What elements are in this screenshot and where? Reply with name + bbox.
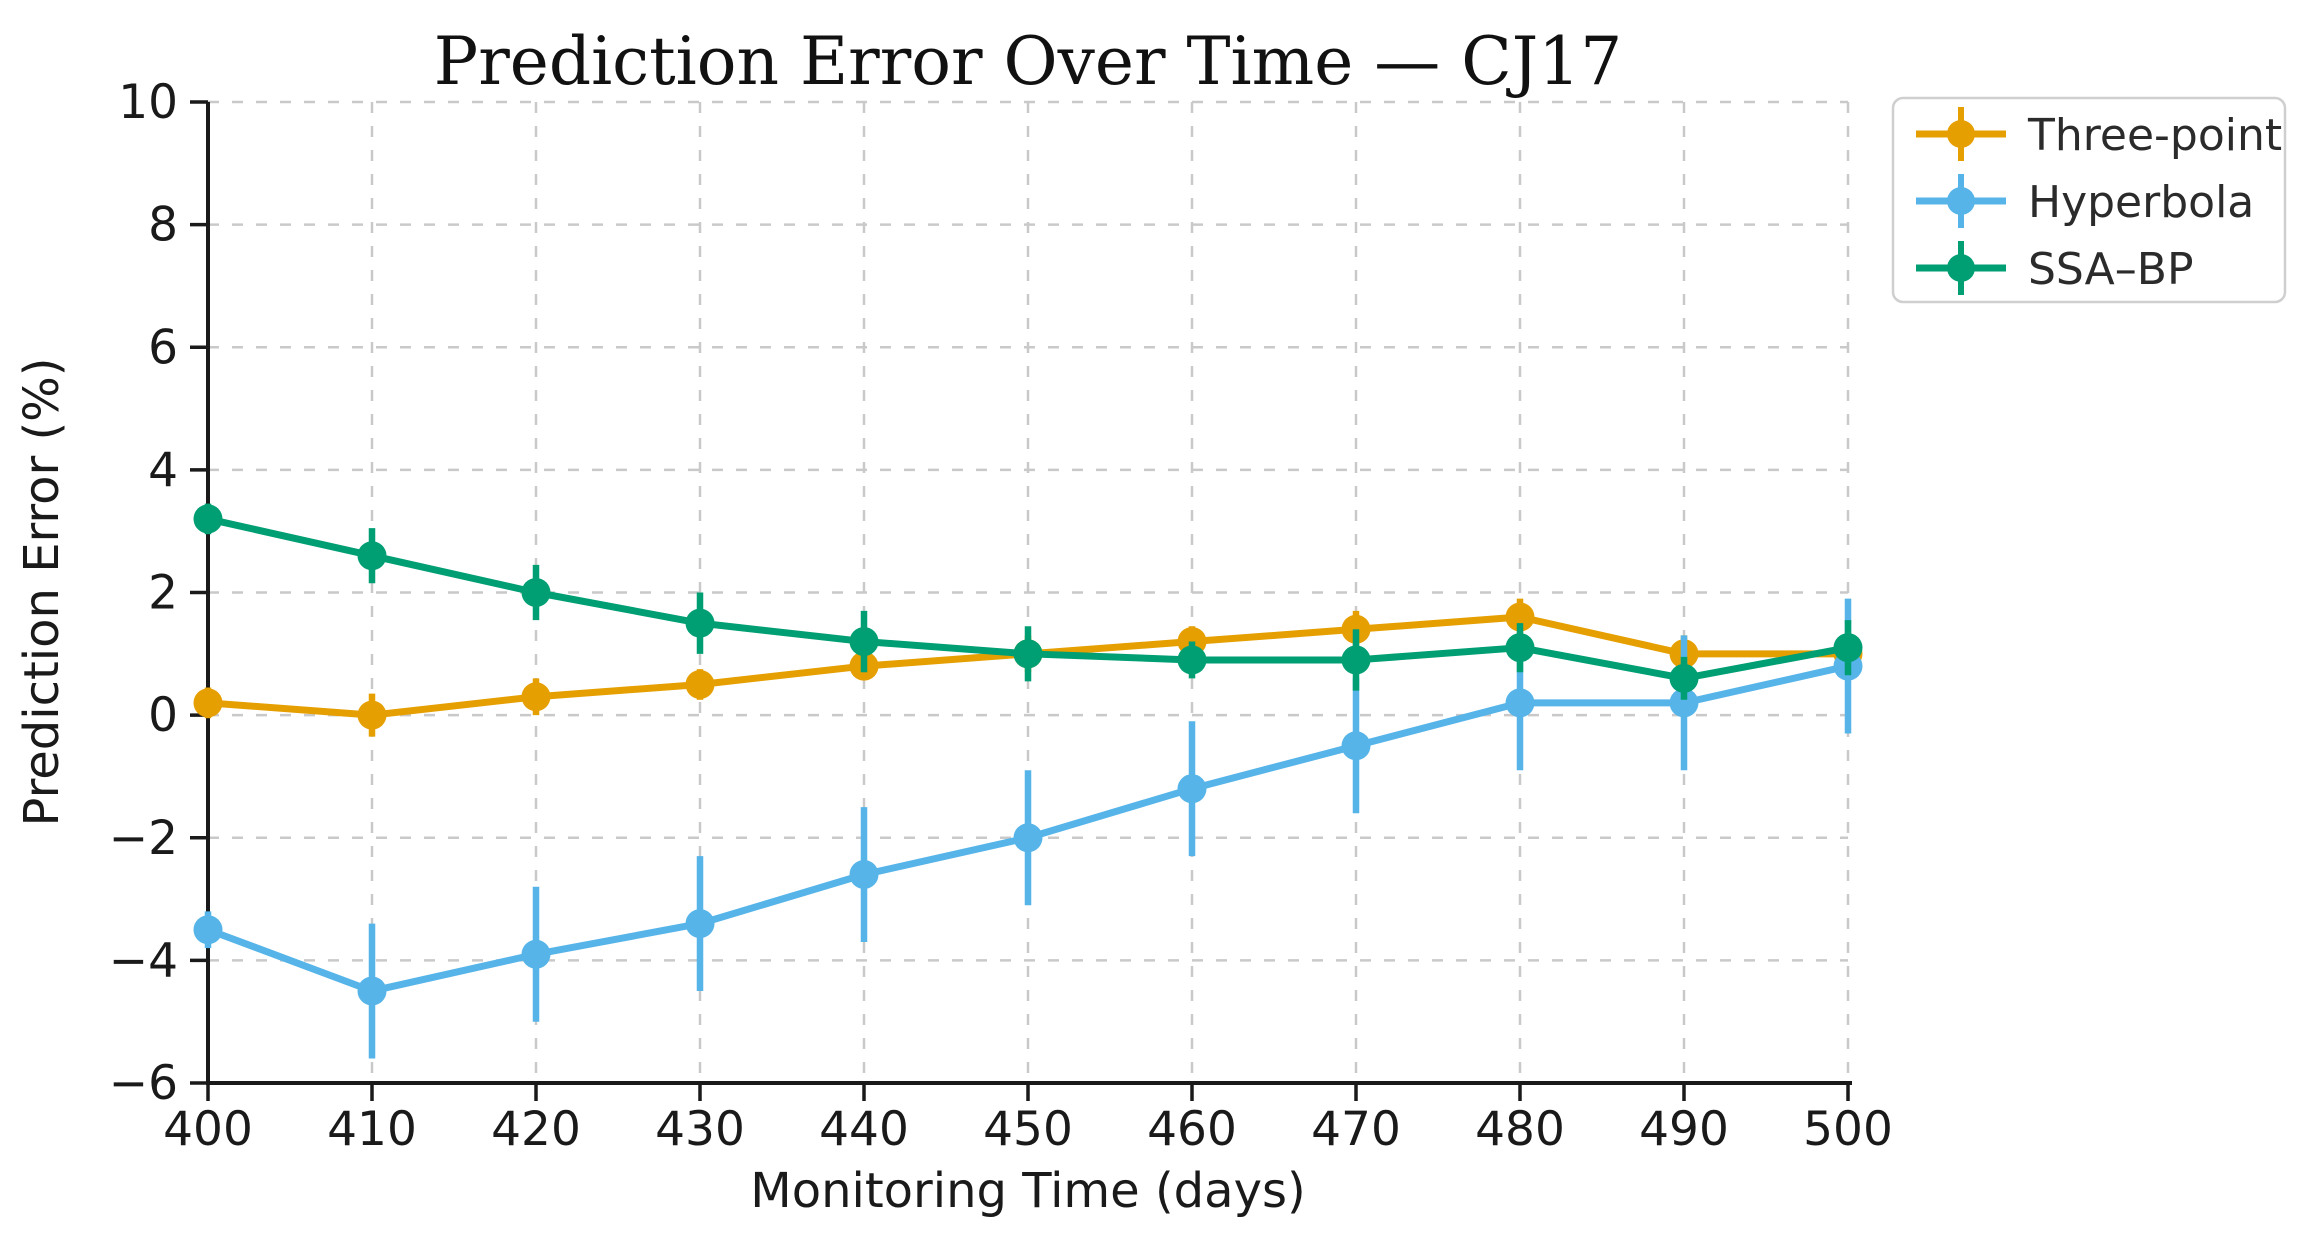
series-hyperbola: [193, 598, 1863, 1059]
data-point-marker: [1505, 602, 1535, 632]
legend: Three-point Hyperbola SSA–BP: [1891, 96, 2287, 304]
y-tick-label: 6: [148, 320, 178, 375]
data-point-marker: [1013, 639, 1043, 669]
legend-item-three-point: Three-point: [1916, 107, 2282, 161]
x-tick-label: 440: [819, 1102, 909, 1157]
data-point-marker: [357, 700, 387, 730]
data-point-marker: [521, 939, 551, 969]
data-point-marker: [1013, 823, 1043, 853]
y-tick-label: −4: [109, 933, 178, 988]
legend-item-ssa-bp: SSA–BP: [1916, 241, 2194, 295]
y-tick-label: 10: [118, 75, 178, 130]
data-point-marker: [1669, 663, 1699, 693]
y-axis-label: Prediction Error (%): [14, 357, 70, 826]
legend-item-label: Three-point: [2027, 110, 2282, 161]
x-tick-label: 490: [1639, 1102, 1729, 1157]
y-tick-label: 0: [148, 688, 178, 743]
data-point-marker: [193, 504, 223, 534]
legend-marker-icon: [1947, 254, 1975, 282]
data-point-marker: [357, 541, 387, 571]
data-point-marker: [193, 688, 223, 718]
x-tick-label: 400: [163, 1102, 253, 1157]
data-point-marker: [1341, 645, 1371, 675]
legend-item-label: Hyperbola: [2028, 177, 2254, 228]
y-tick-label: 4: [148, 443, 178, 498]
x-tick-label: 450: [983, 1102, 1073, 1157]
data-point-marker: [685, 669, 715, 699]
legend-marker-icon: [1947, 120, 1975, 148]
y-tick-label: 8: [148, 198, 178, 253]
data-point-marker: [521, 682, 551, 712]
y-tick-label: 2: [148, 566, 178, 621]
data-point-marker: [521, 578, 551, 607]
x-axis-label: Monitoring Time (days): [750, 1163, 1305, 1219]
legend-item-label: SSA–BP: [2028, 244, 2194, 295]
x-tick-label: 410: [327, 1102, 417, 1157]
x-tick-label: 480: [1475, 1102, 1565, 1157]
chart-title: Prediction Error Over Time — CJ17: [434, 23, 1622, 100]
data-point-marker: [849, 860, 879, 890]
x-tick-label: 420: [491, 1102, 581, 1157]
data-point-marker: [849, 627, 879, 657]
legend-marker-icon: [1947, 187, 1975, 215]
legend-box: [1891, 96, 2287, 304]
y-tick-label: −2: [109, 811, 178, 866]
data-point-marker: [685, 909, 715, 939]
data-point-marker: [1177, 774, 1207, 804]
data-point-marker: [1833, 633, 1863, 663]
x-tick-label: 500: [1803, 1102, 1893, 1157]
data-point-marker: [1341, 731, 1371, 761]
legend-item-hyperbola: Hyperbola: [1916, 174, 2254, 228]
tick-marks-layer: [190, 100, 1850, 1101]
series-layer: [193, 503, 1863, 1059]
gridlines-layer: [208, 100, 1850, 1083]
data-point-marker: [1669, 688, 1699, 718]
data-point-marker: [685, 608, 715, 638]
y-tick-label: −6: [109, 1056, 178, 1111]
data-point-marker: [1505, 688, 1535, 718]
x-tick-label: 470: [1311, 1102, 1401, 1157]
data-point-marker: [357, 976, 387, 1006]
data-point-marker: [1505, 633, 1535, 663]
x-tick-label: 460: [1147, 1102, 1237, 1157]
x-tick-label: 430: [655, 1102, 745, 1157]
series-ssa-bp: [193, 503, 1863, 700]
data-point-marker: [1177, 645, 1207, 675]
data-point-marker: [193, 915, 223, 945]
